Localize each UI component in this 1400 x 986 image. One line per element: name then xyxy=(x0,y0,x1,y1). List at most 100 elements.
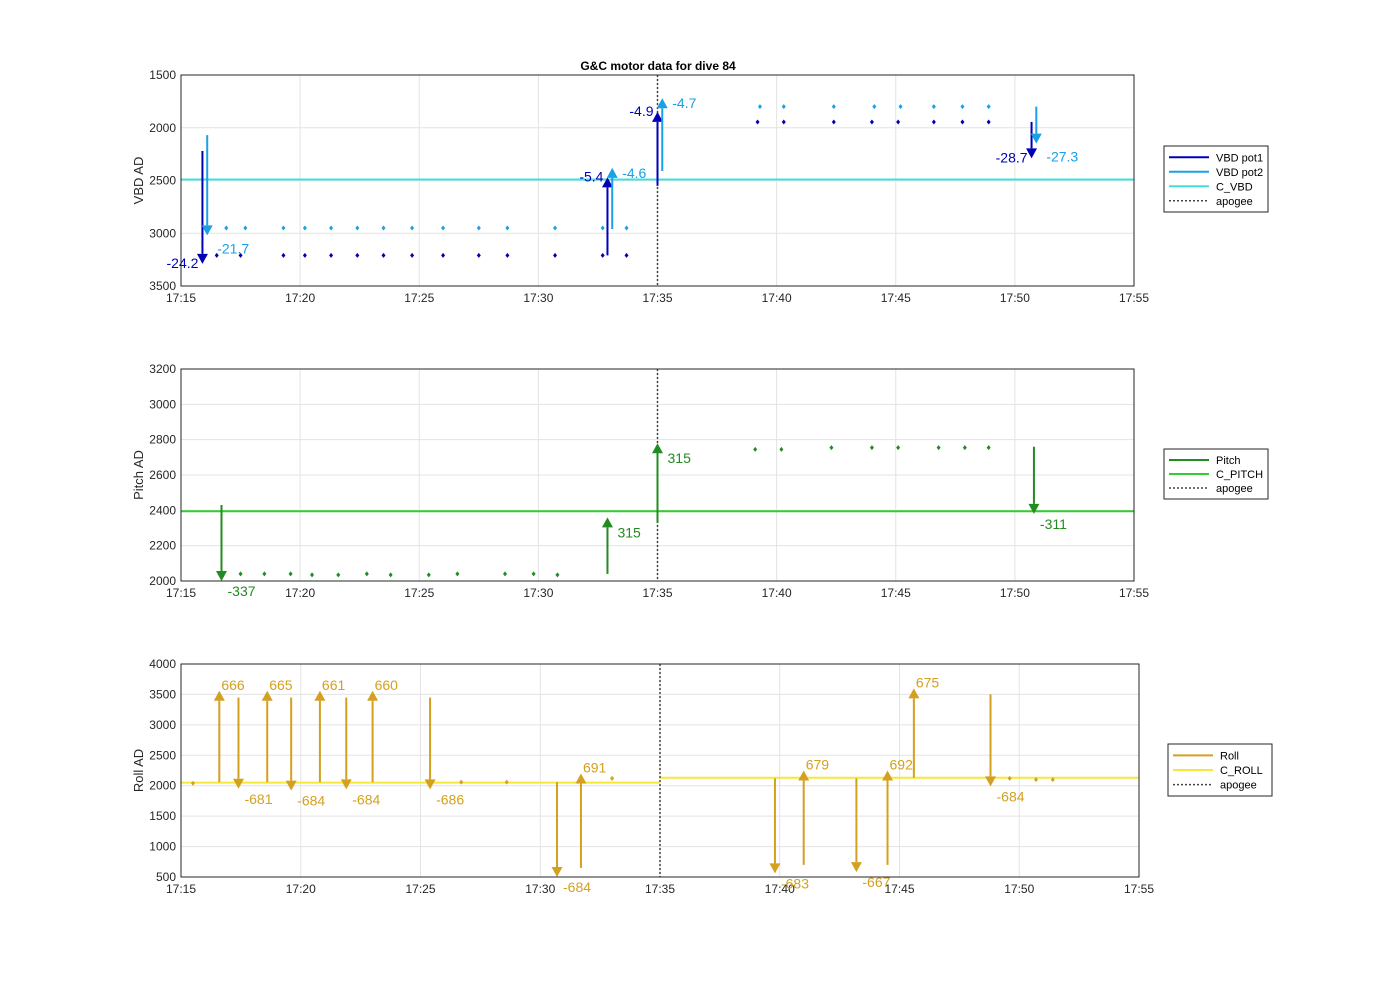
data-point xyxy=(455,571,460,577)
arrow-value-label: 665 xyxy=(269,677,293,693)
roll-panel: 17:15 17:20 17:25 17:30 17:35 17:40 17:45 17:50… xyxy=(131,657,1273,896)
data-point xyxy=(624,225,629,231)
change-arrow-head xyxy=(985,776,997,787)
change-arrow-head xyxy=(367,690,379,701)
change-arrow-head xyxy=(340,779,352,790)
plot-frame xyxy=(180,74,1135,287)
y-tick-label: 2500 xyxy=(149,174,176,188)
data-point xyxy=(388,572,393,578)
arrow-value-label: -24.2 xyxy=(167,255,199,271)
x-tick-label: 17:55 xyxy=(1124,882,1154,896)
legend-label: VBD pot1 xyxy=(1216,152,1263,164)
data-point xyxy=(288,571,293,577)
x-tick-label: 17:20 xyxy=(286,882,316,896)
data-point xyxy=(476,252,481,258)
x-tick-label: 17:35 xyxy=(642,291,672,305)
data-point xyxy=(1034,777,1039,783)
data-point xyxy=(1007,775,1012,781)
y-tick-label: 3000 xyxy=(149,397,176,411)
arrow-value-label: 315 xyxy=(668,450,692,466)
y-tick-label: 2400 xyxy=(149,503,176,517)
data-point xyxy=(410,225,415,231)
data-point xyxy=(831,104,836,110)
y-axis-label: Roll AD xyxy=(131,749,146,792)
legend-label: VBD pot2 xyxy=(1216,167,1263,179)
x-tick-label: 17:15 xyxy=(166,291,196,305)
data-point xyxy=(329,225,334,231)
legend-label: Pitch xyxy=(1216,455,1240,467)
y-tick-label: 1500 xyxy=(149,809,176,823)
arrow-value-label: -27.3 xyxy=(1046,149,1078,165)
change-arrow-head xyxy=(216,571,228,581)
data-point xyxy=(781,119,786,125)
data-point xyxy=(872,104,877,110)
data-point xyxy=(986,119,991,125)
x-tick-label: 17:50 xyxy=(1000,291,1030,305)
data-point xyxy=(960,119,965,125)
change-arrow-head xyxy=(196,253,208,264)
y-tick-label: 3200 xyxy=(149,362,176,376)
data-point xyxy=(553,225,558,231)
x-tick-label: 17:30 xyxy=(523,586,553,600)
data-point xyxy=(869,119,874,125)
data-point xyxy=(224,225,229,231)
change-arrow-head xyxy=(601,517,613,528)
legend-label: C_VBD xyxy=(1216,181,1253,193)
arrow-value-label: -684 xyxy=(297,793,325,809)
arrow-value-label: 660 xyxy=(375,677,399,693)
data-point xyxy=(410,252,415,258)
change-arrow-head xyxy=(601,177,613,188)
data-point xyxy=(553,252,558,258)
x-tick-label: 17:45 xyxy=(884,882,914,896)
data-point xyxy=(281,225,286,231)
data-point xyxy=(1050,777,1055,783)
y-tick-label: 3500 xyxy=(149,687,176,701)
data-point xyxy=(531,571,536,577)
x-tick-label: 17:50 xyxy=(1004,882,1034,896)
change-arrow-head xyxy=(285,780,297,791)
data-point xyxy=(931,119,936,125)
x-tick-label: 17:35 xyxy=(645,882,675,896)
data-point xyxy=(476,225,481,231)
data-point xyxy=(243,225,248,231)
change-arrow-head xyxy=(201,225,213,236)
data-point xyxy=(896,119,901,125)
data-point xyxy=(329,252,334,258)
arrow-value-label: -684 xyxy=(997,788,1025,804)
data-point xyxy=(190,780,195,786)
change-arrow-head xyxy=(1030,133,1042,144)
data-point xyxy=(869,445,874,451)
data-point xyxy=(757,104,762,110)
vbd-panel: 17:15 17:20 17:25 17:30 17:35 17:40 17:45 17:50… xyxy=(131,68,1269,305)
x-tick-label: 17:55 xyxy=(1119,586,1149,600)
y-tick-label: 2000 xyxy=(149,121,176,135)
y-tick-label: 1500 xyxy=(149,68,176,82)
change-arrow-head xyxy=(424,779,436,790)
data-point xyxy=(779,446,784,452)
data-point xyxy=(310,572,315,578)
data-point xyxy=(600,252,605,258)
y-tick-label: 4000 xyxy=(149,657,176,671)
data-point xyxy=(600,225,605,231)
data-point xyxy=(238,571,243,577)
y-tick-label: 2000 xyxy=(149,779,176,793)
arrow-value-label: 315 xyxy=(617,524,641,540)
data-point xyxy=(831,119,836,125)
y-tick-label: 2600 xyxy=(149,468,176,482)
data-point xyxy=(898,104,903,110)
data-point xyxy=(624,252,629,258)
arrow-value-label: 666 xyxy=(221,677,245,693)
data-point xyxy=(504,779,509,785)
arrow-value-label: -684 xyxy=(563,879,591,895)
data-point xyxy=(302,252,307,258)
arrow-value-label: -684 xyxy=(352,791,380,807)
change-arrow-head xyxy=(575,773,587,784)
data-point xyxy=(505,252,510,258)
x-tick-label: 17:25 xyxy=(404,586,434,600)
figure-title: G&C motor data for dive 84 xyxy=(580,59,736,73)
y-tick-label: 2200 xyxy=(149,539,176,553)
pitch-panel: 17:15 17:20 17:25 17:30 17:35 17:40 17:45 17:50… xyxy=(131,362,1269,600)
data-point xyxy=(936,445,941,451)
data-point xyxy=(302,225,307,231)
